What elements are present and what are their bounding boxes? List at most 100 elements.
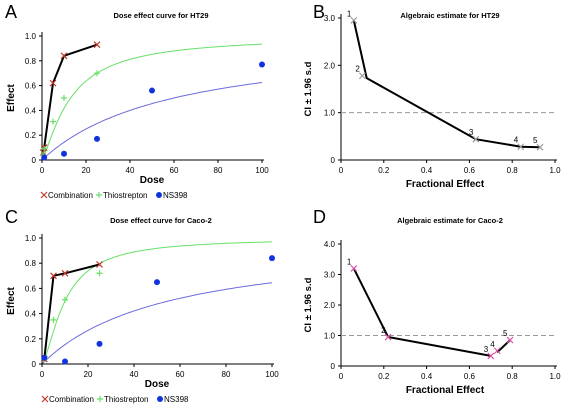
legend-marker <box>97 396 103 402</box>
chart-title: Algebraic estimate for Caco-2 <box>397 216 503 225</box>
x-tick-label: 40 <box>130 370 139 379</box>
ci-point <box>536 143 544 151</box>
x-tick-label: 0.2 <box>378 166 390 175</box>
x-tick-label: 0.8 <box>507 166 519 175</box>
y-tick-label: 0.2 <box>25 335 37 344</box>
panel-letter: D <box>313 207 326 227</box>
y-axis-label: CI ± 1.96 s.d <box>303 277 314 332</box>
ci-point-label: 5 <box>533 136 538 145</box>
panel-letter: B <box>313 2 325 22</box>
x-tick-label: 20 <box>84 370 93 379</box>
ci-point <box>384 333 392 341</box>
fit-curve <box>42 282 273 364</box>
y-tick-label: 0.6 <box>25 82 37 91</box>
ci-line <box>352 20 541 149</box>
data-point <box>62 296 68 303</box>
y-tick-label: 0.6 <box>25 284 37 293</box>
data-point <box>41 354 48 361</box>
x-tick-label: 100 <box>265 370 279 379</box>
y-tick-label: 1.0 <box>324 332 336 341</box>
ci-point-label: 3 <box>484 345 489 354</box>
data-point <box>50 316 57 323</box>
ci-point-label: 1 <box>347 9 352 18</box>
ci-point-label: 5 <box>503 329 508 338</box>
y-tick-label: 1.0 <box>324 109 336 118</box>
x-tick-label: 0.6 <box>464 372 476 381</box>
legend-label: Thiostrepton <box>104 395 148 404</box>
y-tick-label: 1.0 <box>25 32 37 41</box>
ci-point <box>472 135 480 143</box>
panel-d: D Algebraic estimate for Caco-2 0 0.2 0.4 0.6… <box>303 207 561 396</box>
x-tick-label: 1.0 <box>549 166 561 175</box>
x-tick-label: 40 <box>126 166 135 175</box>
ci-point-label: 2 <box>381 326 386 335</box>
data-point <box>60 52 68 60</box>
x-axis-label: Dose <box>145 379 170 390</box>
ci-point <box>487 352 495 360</box>
y-tick-label: 0.8 <box>25 259 37 268</box>
y-tick-label: 0 <box>32 156 37 165</box>
x-tick-label: 0 <box>339 166 344 175</box>
y-tick-label: 4.0 <box>324 240 336 249</box>
legend-label: NS398 <box>164 395 189 404</box>
data-point <box>50 118 56 125</box>
data-point <box>41 145 48 152</box>
x-tick-label: 100 <box>255 166 269 175</box>
x-tick-label: 60 <box>176 370 185 379</box>
y-tick-label: 0 <box>331 156 336 165</box>
data-point <box>50 272 57 280</box>
x-tick-label: 80 <box>214 166 223 175</box>
series-line <box>43 263 100 360</box>
data-point <box>94 135 100 142</box>
data-point <box>96 270 103 277</box>
x-tick-label: 80 <box>222 370 231 379</box>
data-point <box>96 261 103 268</box>
panel-letter: C <box>5 207 18 227</box>
ci-point-label: 4 <box>514 136 519 145</box>
data-point <box>41 154 48 161</box>
y-tick-label: 0.4 <box>25 106 37 115</box>
legend-marker <box>41 395 49 403</box>
ci-point <box>506 336 514 344</box>
panel-c: C Dose effect curve for Caco-2 0 20 40 60 80 10… <box>5 207 279 404</box>
ci-point <box>493 347 501 355</box>
y-axis-label: Effect <box>6 83 17 111</box>
data-point <box>269 255 275 262</box>
legend-marker <box>157 396 163 402</box>
legend-label: Combination <box>49 395 94 404</box>
y-tick-label: 2.0 <box>324 61 336 70</box>
data-point <box>49 79 57 87</box>
panel-a: A Dose effect curve for HT29 0 20 40 60 80 100 0… <box>5 2 269 200</box>
ci-point-label: 1 <box>347 257 352 266</box>
ci-point-label: 3 <box>469 128 474 137</box>
x-tick-label: 0 <box>40 370 45 379</box>
data-point <box>61 95 67 101</box>
ci-point <box>517 143 525 151</box>
x-tick-label: 0.6 <box>464 166 476 175</box>
x-tick-label: 0.8 <box>507 372 519 381</box>
ci-point-label: 4 <box>490 340 495 349</box>
chart-title: Algebraic estimate for HT29 <box>400 11 499 20</box>
data-point <box>61 150 67 157</box>
y-tick-label: 0.8 <box>25 57 37 66</box>
y-tick-label: 0.4 <box>25 310 37 319</box>
x-tick-label: 1.0 <box>549 372 561 381</box>
fit-curve <box>42 241 272 364</box>
ci-point <box>350 16 358 24</box>
y-tick-label: 3.0 <box>324 14 336 23</box>
y-axis-label: Effect <box>6 286 17 314</box>
y-tick-label: 3.0 <box>324 271 336 280</box>
ci-line <box>352 267 491 357</box>
ci-point <box>358 72 366 80</box>
legend-marker <box>156 192 162 198</box>
y-axis-label: CI ± 1.96 s.d <box>303 61 314 116</box>
x-tick-label: 20 <box>82 166 91 175</box>
x-tick-label: 0.2 <box>378 372 390 381</box>
legend-label: Thiostrepton <box>103 191 147 200</box>
x-tick-label: 0 <box>339 372 344 381</box>
chart-title: Dose effect curve for Caco-2 <box>110 216 212 225</box>
x-tick-label: 0.4 <box>421 372 433 381</box>
x-tick-label: 60 <box>170 166 179 175</box>
y-tick-label: 0 <box>331 362 336 371</box>
data-point <box>93 41 101 49</box>
